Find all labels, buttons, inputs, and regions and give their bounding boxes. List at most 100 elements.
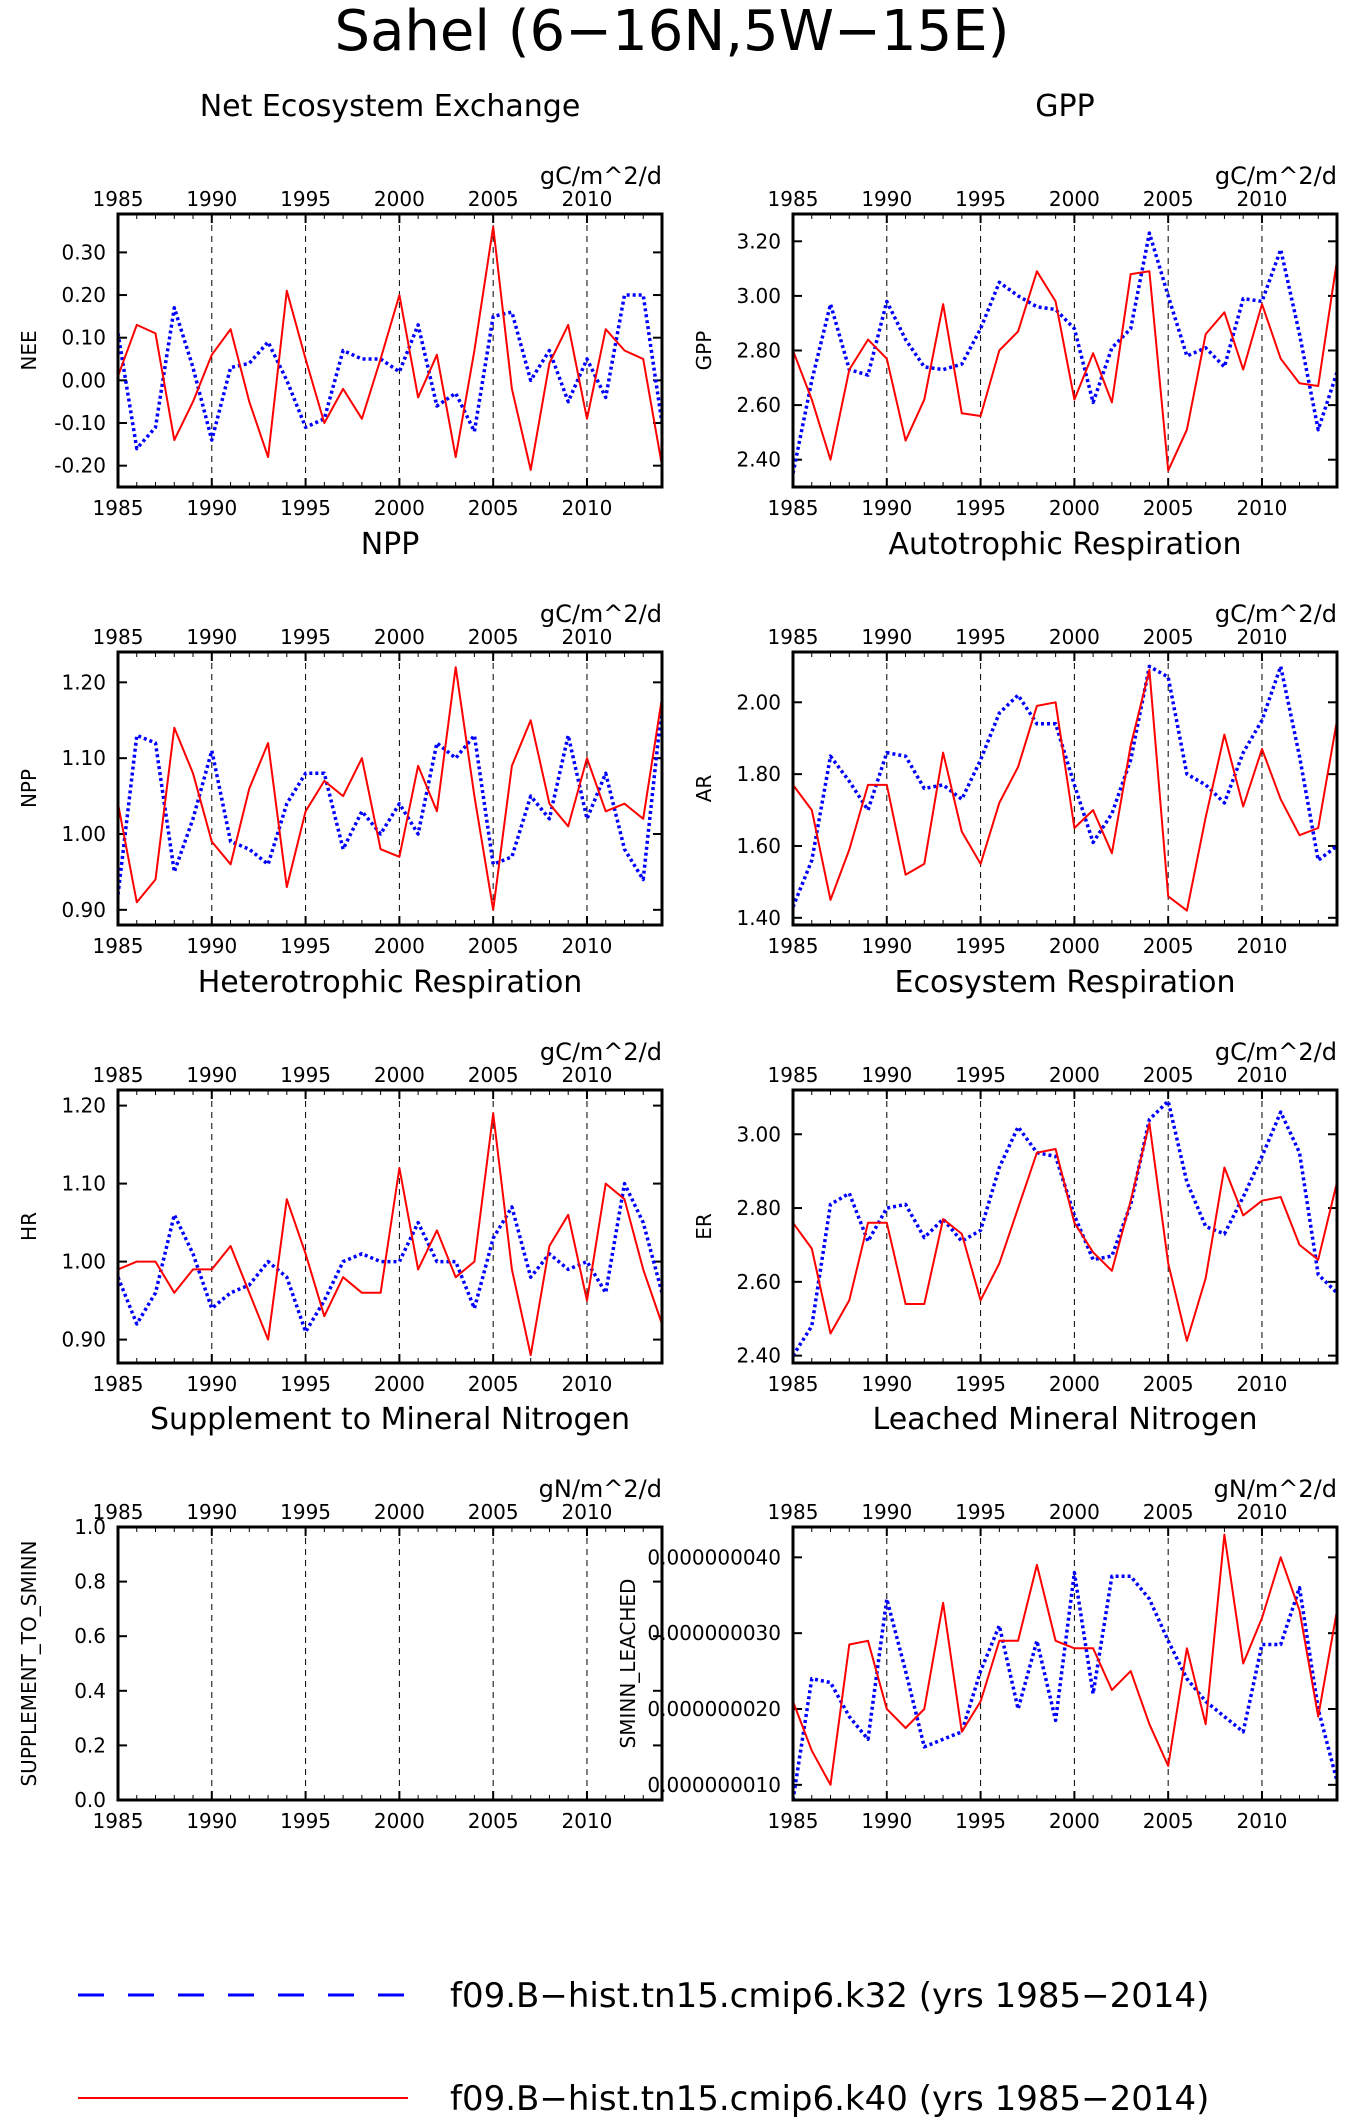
x-tick-label-bottom: 1995 [280,496,331,520]
units-label: gC/m^2/d [1215,600,1337,628]
y-tick-label: 0.20 [61,283,106,307]
panel-title: Supplement to Mineral Nitrogen [150,1402,630,1437]
x-tick-label-bottom: 1990 [861,1809,912,1833]
x-tick-label-top: 1995 [955,1063,1006,1087]
plot-frame [791,1525,1339,1802]
x-tick-label-top: 2005 [1143,1500,1194,1524]
x-tick-label-top: 2000 [374,625,425,649]
series-line-1 [793,664,1337,908]
y-tick-label: 2.60 [736,393,781,417]
x-tick-label-top: 1985 [768,625,819,649]
y-tick-label: 2.60 [736,1270,781,1294]
panel-2: GPP gC/m^2/d 1985 1985 1990 1990 1995 1995 2000 2… [692,89,1339,520]
x-tick-label-top: 2005 [1143,1063,1194,1087]
y-tick-label: 0.30 [61,240,106,264]
y-tick-label: 2.40 [736,448,781,472]
y-tick-label: 1.40 [736,906,781,930]
y-tick-label: 2.00 [736,690,781,714]
y-tick-label: 0.8 [74,1570,106,1594]
x-tick-label-top: 2010 [562,1500,613,1524]
series-line-1 [118,704,662,895]
units-label: gC/m^2/d [1215,162,1337,190]
panels: Net Ecosystem Exchange gC/m^2/d 1985 1985 19… [17,89,1339,1833]
y-tick-label: 0.90 [61,1328,106,1352]
x-tick-label-bottom: 2000 [1049,934,1100,958]
x-tick-label-top: 1985 [93,1500,144,1524]
x-tick-label-bottom: 2000 [1049,1372,1100,1396]
plot-frame [116,1088,664,1365]
x-tick-label-top: 2010 [562,1063,613,1087]
x-tick-label-bottom: 1985 [93,934,144,958]
panel-title: Autotrophic Respiration [888,527,1241,562]
x-tick-label-bottom: 2000 [374,934,425,958]
plot-frame [116,650,664,927]
x-tick-label-top: 2005 [468,1063,519,1087]
x-tick-label-bottom: 2005 [468,496,519,520]
x-tick-label-top: 1990 [186,1063,237,1087]
panel-5: Heterotrophic Respiration gC/m^2/d 1985 198… [17,965,664,1396]
x-tick-label-bottom: 2005 [1143,496,1194,520]
x-tick-label-bottom: 1995 [955,1372,1006,1396]
panel-title: Ecosystem Respiration [895,965,1236,1000]
series-line-2 [118,666,662,911]
panel-title: NPP [361,527,420,562]
y-axis-label: SMINN_LEACHED [616,1579,640,1749]
x-tick-label-bottom: 1985 [93,1372,144,1396]
x-tick-label-top: 1990 [861,625,912,649]
x-tick-label-top: 1995 [955,625,1006,649]
units-label: gN/m^2/d [1214,1475,1337,1503]
x-tick-label-top: 1995 [955,187,1006,211]
x-tick-label-top: 2010 [562,625,613,649]
y-tick-label: 1.80 [736,762,781,786]
x-tick-label-top: 1985 [93,625,144,649]
y-tick-label: 3.00 [736,1122,781,1146]
x-tick-label-top: 1985 [768,1500,819,1524]
y-tick-label: 2.80 [736,1196,781,1220]
x-tick-label-top: 1985 [93,187,144,211]
x-tick-label-top: 1985 [93,1063,144,1087]
x-tick-label-bottom: 1985 [93,1809,144,1833]
y-tick-label: 0.90 [61,898,106,922]
x-tick-label-top: 1995 [280,1500,331,1524]
y-axis-label: NEE [17,330,41,370]
x-tick-label-top: 2010 [1237,625,1288,649]
x-tick-label-bottom: 2005 [1143,1372,1194,1396]
panel-7: Supplement to Mineral Nitrogen gN/m^2/d 19… [17,1402,664,1833]
x-tick-label-top: 2000 [374,1063,425,1087]
y-tick-label: 0.000000030 [647,1621,781,1645]
y-tick-label: 0.000000040 [647,1545,781,1569]
y-axis-label: GPP [692,331,716,371]
plot-frame [116,212,664,489]
series-line-2 [793,1533,1337,1786]
y-tick-label: -0.10 [54,411,106,435]
x-tick-label-bottom: 1990 [186,496,237,520]
x-tick-label-top: 2000 [1049,625,1100,649]
x-tick-label-bottom: 1985 [93,496,144,520]
x-tick-label-bottom: 1990 [861,934,912,958]
series-line-1 [118,1181,662,1334]
x-tick-label-top: 1990 [861,187,912,211]
x-tick-label-bottom: 1985 [768,1809,819,1833]
x-tick-label-top: 1985 [768,187,819,211]
plot-frame [116,1525,664,1802]
series-line-1 [118,293,662,451]
x-tick-label-top: 2005 [468,187,519,211]
x-tick-label-top: 1990 [186,625,237,649]
units-label: gC/m^2/d [1215,1038,1337,1066]
x-tick-label-bottom: 1995 [955,496,1006,520]
panel-8: Leached Mineral Nitrogen gN/m^2/d 1985 1985… [616,1402,1339,1833]
x-tick-label-top: 1985 [768,1063,819,1087]
y-tick-label: 0.10 [61,326,106,350]
x-tick-label-bottom: 2010 [1237,934,1288,958]
y-axis-label: HR [17,1212,41,1241]
panel-3: NPP gC/m^2/d 1985 1985 1990 1990 1995 1995 2000 2… [17,527,664,958]
panel-title: Heterotrophic Respiration [198,965,583,1000]
x-tick-label-bottom: 2000 [1049,496,1100,520]
x-tick-label-bottom: 2005 [468,1809,519,1833]
y-axis-label: ER [692,1213,716,1240]
panel-1: Net Ecosystem Exchange gC/m^2/d 1985 1985 19… [17,89,664,520]
x-tick-label-bottom: 2000 [374,1809,425,1833]
x-tick-label-bottom: 1990 [186,934,237,958]
y-tick-label: 1.20 [61,1094,106,1118]
